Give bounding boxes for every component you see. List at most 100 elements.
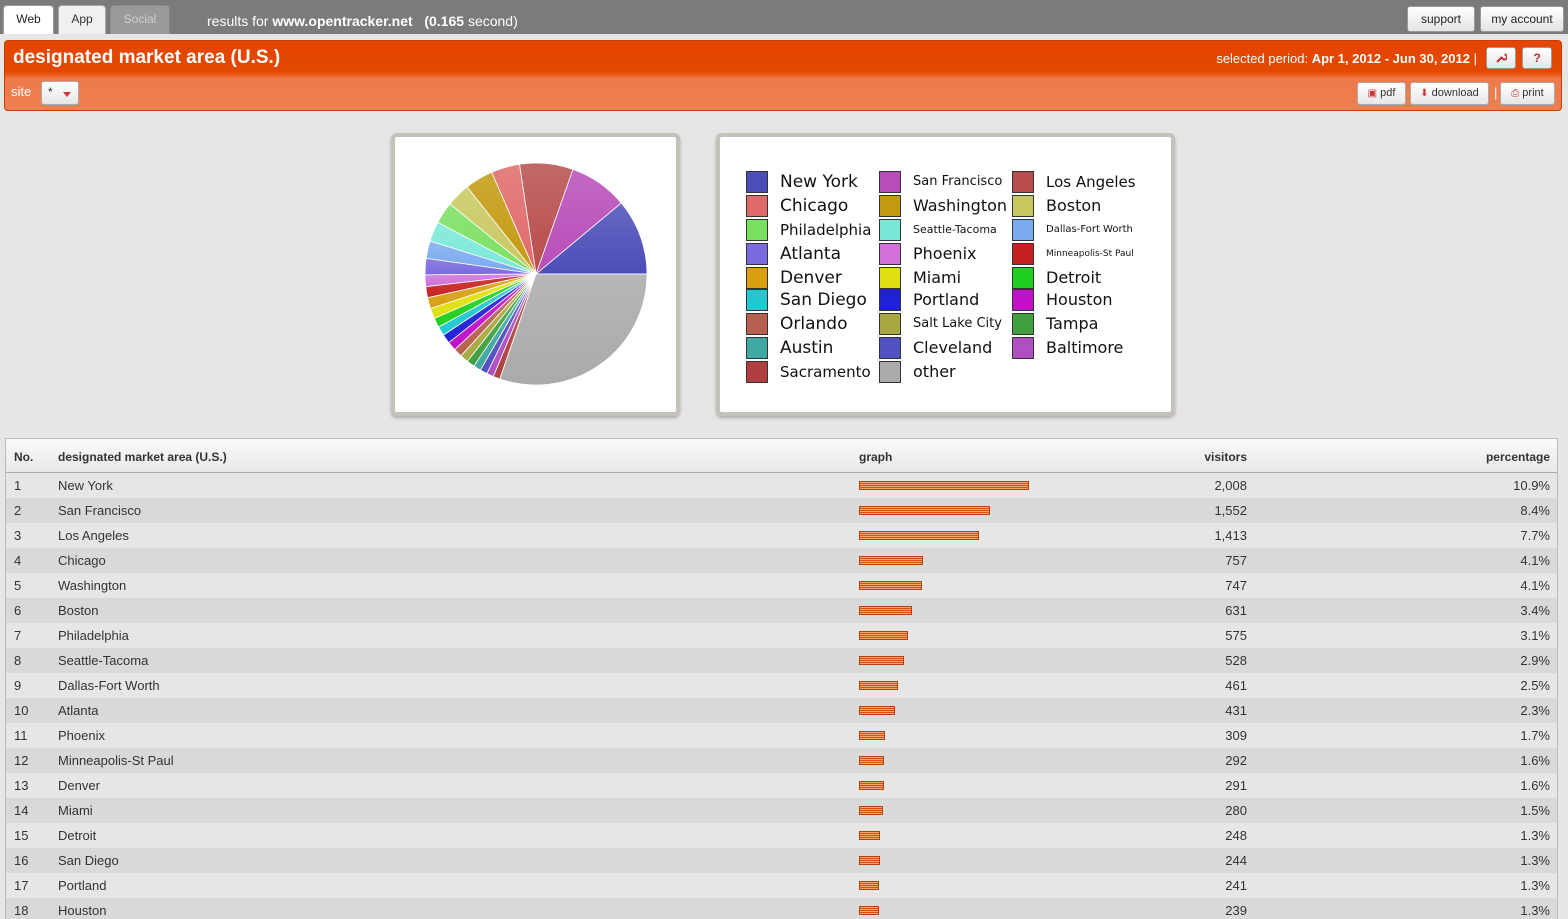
tab-app[interactable]: App — [58, 5, 106, 34]
table-row[interactable]: 4 Chicago 757 4.1% — [6, 548, 1557, 573]
site-select[interactable]: * — [41, 81, 79, 105]
row-percentage: 1.7% — [1520, 728, 1550, 743]
row-name: Seattle-Tacoma — [58, 653, 149, 668]
row-visitors: 1,552 — [1214, 503, 1247, 518]
row-bar — [859, 581, 922, 590]
header-percentage[interactable]: percentage — [1485, 450, 1550, 464]
table-row[interactable]: 18 Houston 239 1.3% — [6, 898, 1557, 919]
table-row[interactable]: 11 Phoenix 309 1.7% — [6, 723, 1557, 748]
pdf-icon: ▣ — [1367, 88, 1378, 99]
row-number: 15 — [14, 828, 29, 843]
row-percentage: 1.3% — [1520, 903, 1550, 918]
legend-label: New York — [780, 172, 858, 192]
legend-label: Denver — [780, 268, 842, 288]
legend-label: Chicago — [780, 196, 849, 216]
tab-web[interactable]: Web — [3, 5, 54, 34]
top-bar: Web App Social results for www.opentrack… — [0, 0, 1568, 34]
row-visitors: 244 — [1225, 853, 1247, 868]
settings-button[interactable] — [1486, 47, 1516, 69]
table-row[interactable]: 16 San Diego 244 1.3% — [6, 848, 1557, 873]
period-separator: | — [1473, 51, 1477, 66]
row-bar — [859, 631, 908, 640]
table-row[interactable]: 15 Detroit 248 1.3% — [6, 823, 1557, 848]
download-label: download — [1431, 87, 1479, 99]
results-prefix: results for — [207, 13, 269, 29]
row-name: San Francisco — [58, 503, 142, 518]
table-row[interactable]: 9 Dallas-Fort Worth 461 2.5% — [6, 673, 1557, 698]
help-button[interactable]: ? — [1522, 47, 1552, 69]
row-bar — [859, 656, 904, 665]
row-number: 3 — [14, 528, 22, 543]
row-number: 10 — [14, 703, 29, 718]
legend-swatch — [746, 313, 768, 335]
row-percentage: 1.6% — [1520, 753, 1550, 768]
row-name: Washington — [58, 578, 127, 593]
row-number: 14 — [14, 803, 29, 818]
table-row[interactable]: 12 Minneapolis-St Paul 292 1.6% — [6, 748, 1557, 773]
legend-swatch — [879, 313, 901, 335]
results-time: (0.165 — [424, 13, 465, 29]
legend-swatch — [1012, 337, 1034, 359]
table-row[interactable]: 1 New York 2,008 10.9% — [6, 473, 1557, 498]
download-button[interactable]: ⬇ download — [1410, 82, 1489, 105]
support-button[interactable]: support — [1407, 6, 1475, 32]
page-title: designated market area (U.S.) — [13, 47, 281, 68]
legend-label: Austin — [780, 338, 834, 358]
site-label: site — [11, 84, 32, 99]
row-bar — [859, 481, 1029, 490]
row-percentage: 1.3% — [1520, 828, 1550, 843]
legend-swatch — [879, 361, 901, 383]
table-row[interactable]: 6 Boston 631 3.4% — [6, 598, 1557, 623]
legend-swatch — [746, 195, 768, 217]
row-number: 18 — [14, 903, 29, 918]
legend-swatch — [1012, 267, 1034, 289]
row-visitors: 528 — [1225, 653, 1247, 668]
legend-swatch — [879, 243, 901, 265]
legend-swatch — [746, 219, 768, 241]
legend-label: Washington — [913, 196, 1008, 215]
header-name[interactable]: designated market area (U.S.) — [58, 450, 227, 464]
row-bar — [859, 756, 884, 765]
row-number: 5 — [14, 578, 22, 593]
row-percentage: 3.4% — [1520, 603, 1550, 618]
row-visitors: 241 — [1225, 878, 1247, 893]
row-percentage: 1.6% — [1520, 778, 1550, 793]
row-percentage: 1.3% — [1520, 853, 1550, 868]
row-name: Houston — [58, 903, 107, 918]
row-name: Atlanta — [58, 703, 99, 718]
chart-legend: New York Chicago Philadelphia Atlanta Denver… — [716, 133, 1175, 416]
table-row[interactable]: 14 Miami 280 1.5% — [6, 798, 1557, 823]
period-value[interactable]: Apr 1, 2012 - Jun 30, 2012 — [1311, 51, 1470, 66]
row-bar — [859, 681, 898, 690]
wrench-icon — [1496, 53, 1508, 63]
header-visitors[interactable]: visitors — [1204, 450, 1247, 464]
tab-social[interactable]: Social — [110, 5, 170, 34]
pie-chart-panel — [391, 133, 680, 416]
row-number: 2 — [14, 503, 22, 518]
legend-swatch — [746, 337, 768, 359]
table-row[interactable]: 7 Philadelphia 575 3.1% — [6, 623, 1557, 648]
table-row[interactable]: 3 Los Angeles 1,413 7.7% — [6, 523, 1557, 548]
table-row[interactable]: 17 Portland 241 1.3% — [6, 873, 1557, 898]
caret-down-icon — [63, 92, 71, 97]
table-row[interactable]: 5 Washington 747 4.1% — [6, 573, 1557, 598]
row-name: Phoenix — [58, 728, 105, 743]
my-account-button[interactable]: my account — [1480, 6, 1564, 32]
header-no[interactable]: No. — [14, 450, 34, 464]
row-number: 1 — [14, 478, 22, 493]
legend-swatch — [1012, 195, 1034, 217]
row-percentage: 8.4% — [1520, 503, 1550, 518]
data-table: No. designated market area (U.S.) graph … — [5, 438, 1558, 919]
row-visitors: 292 — [1225, 753, 1247, 768]
table-row[interactable]: 2 San Francisco 1,552 8.4% — [6, 498, 1557, 523]
legend-label: Baltimore — [1046, 338, 1124, 357]
print-button[interactable]: ⎙ print — [1500, 82, 1555, 105]
row-name: Chicago — [58, 553, 106, 568]
row-number: 4 — [14, 553, 22, 568]
table-row[interactable]: 13 Denver 291 1.6% — [6, 773, 1557, 798]
table-row[interactable]: 8 Seattle-Tacoma 528 2.9% — [6, 648, 1557, 673]
table-row[interactable]: 10 Atlanta 431 2.3% — [6, 698, 1557, 723]
row-bar — [859, 881, 879, 890]
pdf-button[interactable]: ▣ pdf — [1357, 82, 1406, 105]
row-name: Denver — [58, 778, 100, 793]
